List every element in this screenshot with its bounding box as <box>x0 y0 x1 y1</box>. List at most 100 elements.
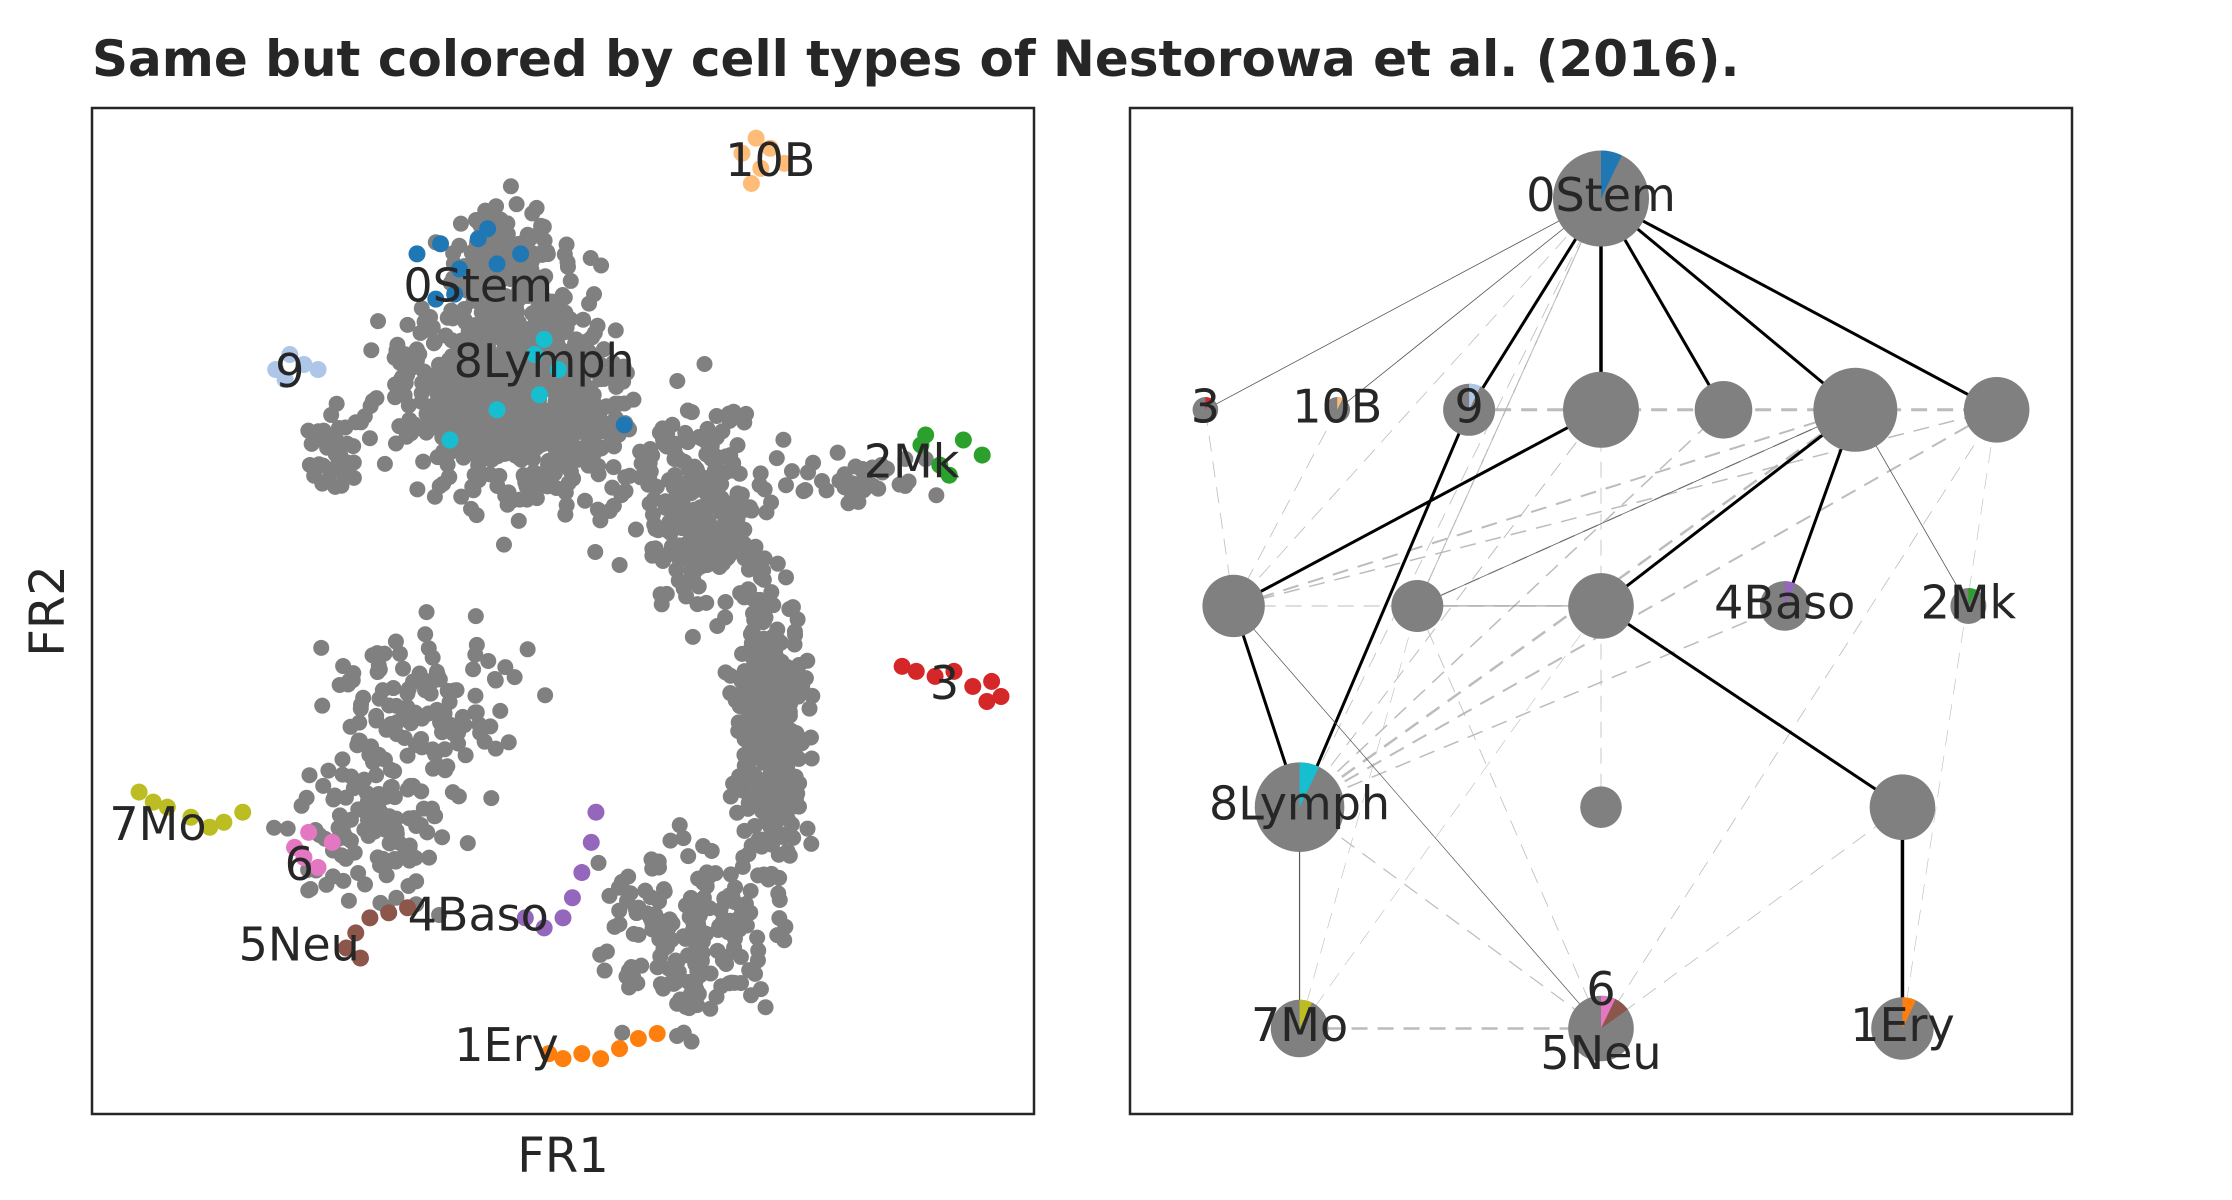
graph-edge-dashed <box>1299 198 1602 808</box>
group-point <box>954 431 972 449</box>
background-point <box>722 866 739 883</box>
background-point <box>523 364 540 381</box>
background-point <box>356 771 373 788</box>
background-point <box>315 777 332 794</box>
graph-edge-dashed <box>1600 409 1997 1029</box>
background-point <box>537 292 554 309</box>
background-point <box>481 415 498 432</box>
graph-edge-dashed <box>1233 198 1602 607</box>
background-point <box>752 981 769 998</box>
background-point <box>773 747 790 764</box>
background-point <box>850 493 867 510</box>
background-point <box>751 591 768 608</box>
node-label: 8Lymph <box>1209 777 1390 831</box>
background-point <box>679 402 696 419</box>
graph-node <box>1568 573 1634 639</box>
background-point <box>368 390 385 407</box>
background-point <box>702 965 719 982</box>
background-point <box>781 601 798 618</box>
background-point <box>734 782 751 799</box>
group-point <box>309 361 327 379</box>
background-point <box>641 455 658 472</box>
background-point <box>517 330 534 347</box>
graph-node <box>1813 367 1898 452</box>
background-point <box>382 779 399 796</box>
graph-edge-solid <box>1600 197 1857 411</box>
group-point <box>540 1045 558 1063</box>
background-point <box>398 711 415 728</box>
background-point <box>408 873 425 890</box>
background-point <box>745 558 762 575</box>
background-point <box>688 561 705 578</box>
background-point <box>801 700 818 717</box>
background-point <box>586 324 603 341</box>
background-point <box>310 423 327 440</box>
group-point <box>446 285 464 303</box>
graph-edge-dashed <box>1299 408 1998 809</box>
group-label: 6 <box>285 837 314 891</box>
background-point <box>707 865 724 882</box>
background-point <box>350 801 367 818</box>
graph-edge-solid <box>1298 409 1471 808</box>
background-point <box>779 659 796 676</box>
background-point <box>574 363 591 380</box>
background-point <box>298 789 315 806</box>
background-point <box>401 411 418 428</box>
background-point <box>682 889 699 906</box>
graph-edge-dashed <box>1299 605 1418 1029</box>
background-point <box>497 659 514 676</box>
background-point <box>783 463 800 480</box>
background-point <box>642 910 659 927</box>
background-point <box>320 471 337 488</box>
background-point <box>736 414 753 431</box>
background-point <box>897 450 914 467</box>
background-point <box>451 336 468 353</box>
graph-edge-dashed <box>1299 409 1602 808</box>
graph-node <box>1192 397 1219 423</box>
background-point <box>497 288 514 305</box>
background-point <box>736 822 753 839</box>
graph-node-wedge <box>1205 397 1211 410</box>
group-point <box>130 783 148 801</box>
background-point <box>483 790 500 807</box>
group-point <box>276 371 294 389</box>
graph-frame <box>1128 106 2074 1116</box>
background-point <box>644 540 661 557</box>
background-point <box>537 687 554 704</box>
background-point <box>412 324 429 341</box>
background-point <box>717 893 734 910</box>
group-point <box>752 159 770 177</box>
graph-node-wedge <box>1469 383 1481 410</box>
node-label: 10B <box>1292 379 1382 433</box>
background-point <box>365 754 382 771</box>
background-point <box>408 352 425 369</box>
background-point <box>752 569 769 586</box>
graph-edge-dashed <box>1902 409 1997 1029</box>
background-point <box>803 750 820 767</box>
background-point <box>413 393 430 410</box>
background-point <box>666 450 683 467</box>
background-point <box>453 488 470 505</box>
background-point <box>510 512 527 529</box>
group-point <box>427 290 445 308</box>
background-point <box>725 455 742 472</box>
group-label: 3 <box>930 656 959 710</box>
group-point <box>587 803 605 821</box>
figure-title: Same but colored by cell types of Nestor… <box>92 30 1740 88</box>
background-point <box>836 479 853 496</box>
background-point <box>698 594 715 611</box>
background-point <box>421 849 438 866</box>
graph-edge-solid <box>1600 604 1904 809</box>
graph-edge-dashed <box>1299 605 1785 808</box>
background-point <box>495 536 512 553</box>
background-point <box>467 608 484 625</box>
background-point <box>751 734 768 751</box>
group-point <box>611 1040 629 1058</box>
background-point <box>549 396 566 413</box>
background-point <box>457 747 474 764</box>
background-point <box>625 925 642 942</box>
background-point <box>415 800 432 817</box>
background-point <box>779 843 796 860</box>
background-point <box>448 682 465 699</box>
node-label: 0Stem <box>1526 168 1676 222</box>
